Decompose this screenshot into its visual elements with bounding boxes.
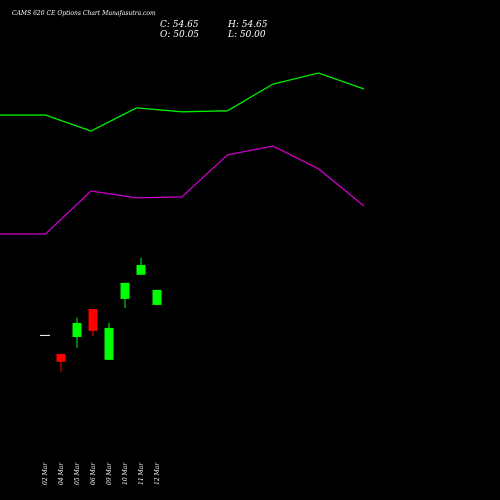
x-tick-label: 06 Mar <box>90 462 97 485</box>
x-tick-label: 04 Mar <box>58 462 65 485</box>
candle-body <box>120 282 130 299</box>
candle-body <box>40 334 50 336</box>
x-tick-label: 02 Mar <box>42 462 49 485</box>
chart-title: CAMS 620 CE Options Chart Munafasutra.co… <box>12 10 156 17</box>
candle-body <box>56 353 66 362</box>
ohlc-open: O: 50.05 <box>160 30 199 40</box>
x-tick-label: 11 Mar <box>138 462 145 485</box>
candle-body <box>72 323 82 338</box>
x-tick-label: 12 Mar <box>154 462 161 485</box>
ohlc-close: C: 54.65 <box>160 20 199 30</box>
x-tick-label: 10 Mar <box>122 462 129 485</box>
indicator-line <box>0 145 365 235</box>
x-tick-label: 05 Mar <box>74 462 81 485</box>
ohlc-low: L: 50.00 <box>227 30 266 40</box>
ohlc-high: H: 54.65 <box>227 20 268 30</box>
x-tick-label: 09 Mar <box>106 462 113 485</box>
indicator-line <box>0 72 365 132</box>
candle-body <box>104 327 114 360</box>
candle-body <box>152 289 162 305</box>
candle-body <box>88 308 98 331</box>
candle-body <box>136 264 146 275</box>
